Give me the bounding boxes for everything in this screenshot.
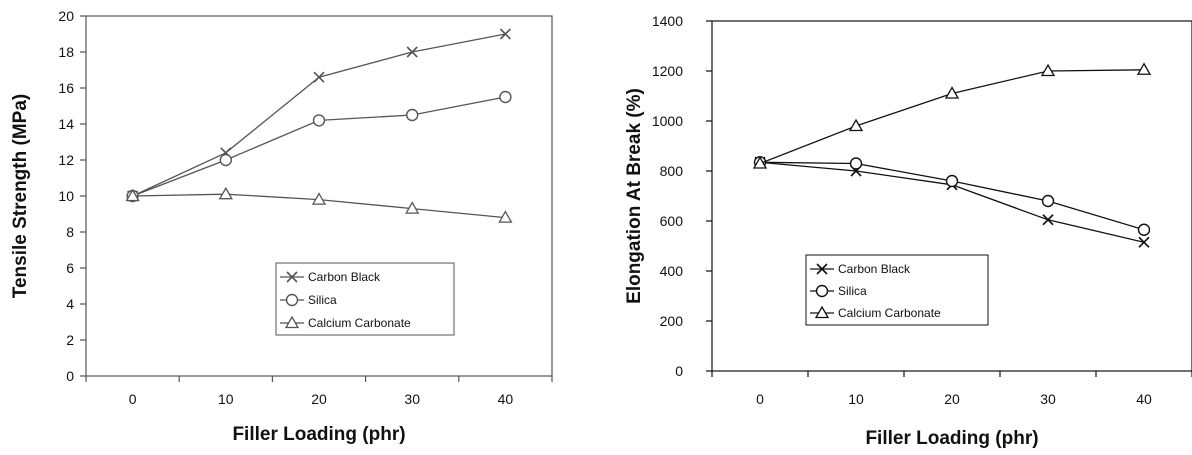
chart-2: 0 200 400 600 800 1000 1200 1400 0 10 20 30 40 Filler… [624, 13, 1192, 449]
x-tick-label: 10 [218, 391, 234, 407]
data-point-circle [499, 90, 512, 104]
y-tick-label: 0 [66, 368, 74, 384]
data-point-triangle [311, 192, 327, 205]
series-line-triangle [759, 69, 1145, 165]
y-tick-label: 1000 [652, 113, 683, 129]
y-tick-label: 400 [660, 263, 684, 279]
x-tick-label: 40 [498, 391, 514, 407]
x-axis-title: Filler Loading (phr) [232, 424, 405, 445]
legend-marker-triangle [814, 305, 830, 319]
plot-frame [711, 20, 1192, 372]
data-point-triangle [498, 210, 513, 223]
data-point-x [1138, 236, 1150, 248]
data-point-triangle [848, 118, 864, 132]
data-point-triangle [1136, 62, 1152, 75]
x-tick-label: 30 [1040, 391, 1056, 407]
x-tick-label: 20 [311, 391, 327, 407]
y-tick-label: 14 [58, 116, 74, 132]
data-point-x [499, 28, 511, 40]
data-point-circle [1137, 223, 1151, 236]
y-tick-label: 800 [660, 163, 684, 179]
data-point-triangle [752, 156, 768, 169]
y-tick-label: 1400 [652, 13, 683, 29]
series-line-circle [132, 96, 506, 197]
legend-box [275, 262, 455, 336]
y-tick-label: 16 [58, 80, 74, 96]
y-axis-title: Tensile Strength (MPa) [10, 94, 31, 298]
series-line-x [759, 161, 1145, 243]
y-tick-label: 8 [66, 224, 74, 240]
data-point-x [1042, 214, 1054, 226]
data-point-triangle [405, 201, 420, 214]
y-tick-label: 4 [66, 296, 74, 312]
x-tick-label: 0 [129, 391, 137, 407]
data-point-circle [945, 174, 959, 188]
legend-label: Calcium Carbonate [838, 306, 941, 320]
legend-label: Calcium Carbonate [308, 316, 411, 330]
y-tick-label: 0 [675, 363, 683, 379]
data-point-x [313, 71, 325, 83]
y-tick-label: 18 [58, 44, 74, 60]
x-tick-label: 0 [756, 391, 764, 407]
data-point-circle [406, 108, 419, 122]
data-point-x [406, 46, 418, 58]
chart-1: 0 2 4 6 8 10 12 14 16 18 20 0 10 20 30 40 Filler Loading… [10, 8, 553, 445]
y-tick-label: 6 [66, 260, 74, 276]
x-axis-title: Filler Loading (phr) [865, 428, 1038, 449]
y-tick-label: 2 [66, 332, 74, 348]
legend-label: Silica [308, 293, 337, 307]
legend-label: Carbon Black [308, 270, 381, 284]
legend-box [805, 254, 989, 326]
x-tick-label: 20 [944, 391, 960, 407]
y-tick-label: 600 [660, 213, 684, 229]
legend-marker-x [816, 263, 828, 275]
data-point-circle [312, 114, 326, 127]
data-point-triangle [1040, 63, 1056, 77]
legend-marker-triangle [284, 315, 300, 329]
y-tick-label: 200 [660, 313, 684, 329]
data-point-circle [849, 157, 863, 170]
x-tick-label: 40 [1136, 391, 1152, 407]
y-tick-label: 12 [58, 152, 74, 168]
data-point-triangle [218, 186, 233, 200]
legend-marker-x [286, 271, 298, 283]
legend-label: Carbon Black [838, 262, 911, 276]
x-tick-label: 10 [848, 391, 864, 407]
legend-marker-circle [815, 284, 829, 298]
data-point-triangle [125, 188, 140, 202]
y-tick-label: 20 [58, 8, 74, 24]
data-point-triangle [944, 86, 960, 99]
series-line-circle [759, 161, 1145, 231]
y-tick-label: 10 [58, 188, 74, 204]
y-tick-label: 1200 [652, 63, 683, 79]
x-tick-label: 30 [404, 391, 420, 407]
data-point-circle [219, 153, 233, 167]
legend-marker-circle [285, 293, 299, 307]
y-axis-title: Elongation At Break (%) [624, 88, 645, 304]
legend-label: Silica [838, 284, 867, 298]
data-point-circle [1041, 194, 1055, 208]
